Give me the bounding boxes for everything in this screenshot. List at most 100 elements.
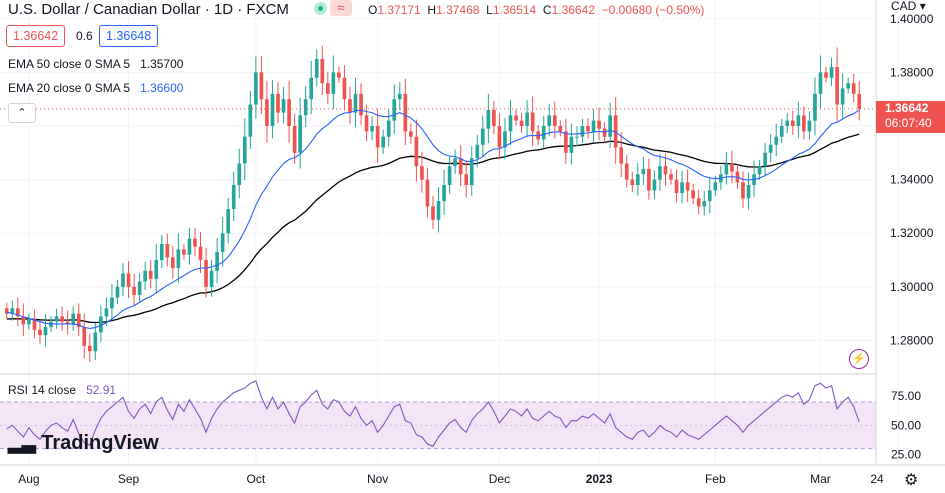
- candle-body: [292, 126, 297, 153]
- candle-body: [276, 93, 280, 113]
- rsi-tick-label: 50.00: [891, 418, 921, 432]
- candle-body: [442, 184, 446, 202]
- candle-body: [696, 198, 701, 207]
- candle-body: [43, 327, 48, 336]
- ema20-legend[interactable]: EMA 20 close 0 SMA 5 1.36600: [8, 81, 183, 95]
- candle-body: [818, 72, 823, 94]
- ema50-legend-label: EMA 50 close 0 SMA 5: [8, 57, 131, 71]
- candle-body: [303, 99, 308, 116]
- candle-body: [652, 179, 657, 191]
- candle-body: [851, 83, 856, 94]
- candle-body: [342, 77, 347, 100]
- candle-body: [337, 72, 341, 78]
- candle-body: [802, 115, 806, 132]
- candle-body: [226, 209, 231, 234]
- candle-body: [148, 270, 153, 279]
- time-tick-label: Nov: [367, 472, 388, 486]
- flag-icon[interactable]: ≈: [330, 0, 352, 16]
- chart-title: U.S. Dollar / Canadian Dollar · 1D · FXC…: [8, 1, 289, 18]
- candle-body: [259, 72, 264, 100]
- time-tick-label: Dec: [489, 472, 510, 486]
- candle-body: [65, 321, 70, 325]
- lightning-icon[interactable]: ⚡: [849, 349, 869, 369]
- high-value: 1.37468: [436, 3, 480, 17]
- open-value: 1.37171: [377, 3, 421, 17]
- candle-body: [785, 120, 790, 127]
- candle-body: [480, 128, 485, 145]
- candle-body: [824, 72, 828, 78]
- candle-body: [425, 179, 430, 207]
- spread-value: 0.6: [76, 29, 93, 43]
- candle-body: [21, 316, 26, 325]
- candle-body: [779, 126, 784, 137]
- candle-body: [608, 115, 612, 137]
- ema50-line: [6, 133, 860, 324]
- candle-body: [541, 126, 546, 140]
- candle-body: [93, 332, 98, 352]
- candle-body: [724, 163, 729, 175]
- candle-body: [613, 115, 618, 148]
- candle-body: [702, 201, 707, 207]
- candle-body: [741, 182, 745, 199]
- candle-body: [846, 83, 850, 89]
- candle-body: [82, 327, 87, 346]
- candle-body: [375, 126, 380, 148]
- candle-body: [187, 238, 192, 255]
- price-tick-label: 1.40000: [890, 12, 934, 26]
- candle-body: [547, 115, 552, 127]
- candle-body: [248, 104, 253, 137]
- candle-body: [182, 249, 186, 255]
- candle-body: [464, 174, 469, 185]
- candle-body: [237, 163, 242, 185]
- candle-body: [60, 316, 64, 322]
- candle-body: [475, 144, 480, 159]
- ohlc-readout: O1.37171 H1.37468 L1.36514 C1.36642 −0.0…: [368, 3, 704, 17]
- tv-mark-icon: ▂▃: [8, 433, 36, 453]
- price-axis[interactable]: 1.400001.380001.360001.340001.320001.300…: [890, 12, 934, 348]
- candle-body: [165, 243, 170, 258]
- candle-body: [281, 99, 286, 113]
- candle-body: [154, 260, 159, 279]
- candle-body: [458, 158, 463, 175]
- candle-body: [757, 166, 762, 175]
- buy-button[interactable]: 1.36648: [99, 25, 159, 47]
- rsi-legend[interactable]: RSI 14 close 52.91: [8, 383, 116, 397]
- settings-gear-icon[interactable]: ⚙: [904, 472, 919, 489]
- candle-body: [602, 128, 607, 137]
- candle-body: [215, 252, 219, 271]
- ema20-legend-value: 1.36600: [140, 81, 184, 95]
- candle-body: [713, 182, 718, 191]
- candle-body: [552, 115, 557, 127]
- market-status-icon[interactable]: [314, 2, 327, 15]
- time-axis[interactable]: Aug Sep Oct Nov Dec 2023 Feb Mar 24: [18, 472, 884, 486]
- candle-body: [132, 286, 136, 295]
- candle-body: [807, 120, 812, 132]
- candle-body: [730, 163, 734, 172]
- candle-body: [746, 184, 751, 199]
- rsi-tick-label: 75.00: [891, 389, 921, 403]
- rsi-legend-label: RSI 14 close: [8, 383, 77, 397]
- time-tick-label: Oct: [247, 472, 266, 486]
- candle-body: [220, 233, 225, 253]
- candle-body: [857, 93, 862, 109]
- candle-body: [790, 120, 795, 127]
- currency-selector[interactable]: CAD ▾: [891, 0, 926, 13]
- rsi-line: [0, 380, 876, 450]
- tradingview-logo[interactable]: ▂▃ TradingView: [8, 432, 159, 455]
- rsi-axis[interactable]: 75.00 50.00 25.00: [891, 389, 921, 461]
- candle-body: [331, 72, 336, 94]
- candle-body: [298, 115, 302, 153]
- sell-button[interactable]: 1.36642: [6, 25, 66, 47]
- price-tick-label: 1.28000: [890, 333, 934, 347]
- ema50-legend-value: 1.35700: [140, 57, 184, 71]
- ema50-legend[interactable]: EMA 50 close 0 SMA 5 1.35700: [8, 57, 183, 71]
- collapse-legend-button[interactable]: ⌃: [8, 103, 36, 123]
- candle-body: [231, 184, 236, 210]
- candle-body: [38, 329, 42, 336]
- last-price-label: 1.36642: [885, 100, 929, 115]
- candle-body: [835, 67, 839, 105]
- candle-body: [630, 179, 635, 185]
- candle-body: [680, 182, 684, 194]
- candle-body: [497, 126, 502, 148]
